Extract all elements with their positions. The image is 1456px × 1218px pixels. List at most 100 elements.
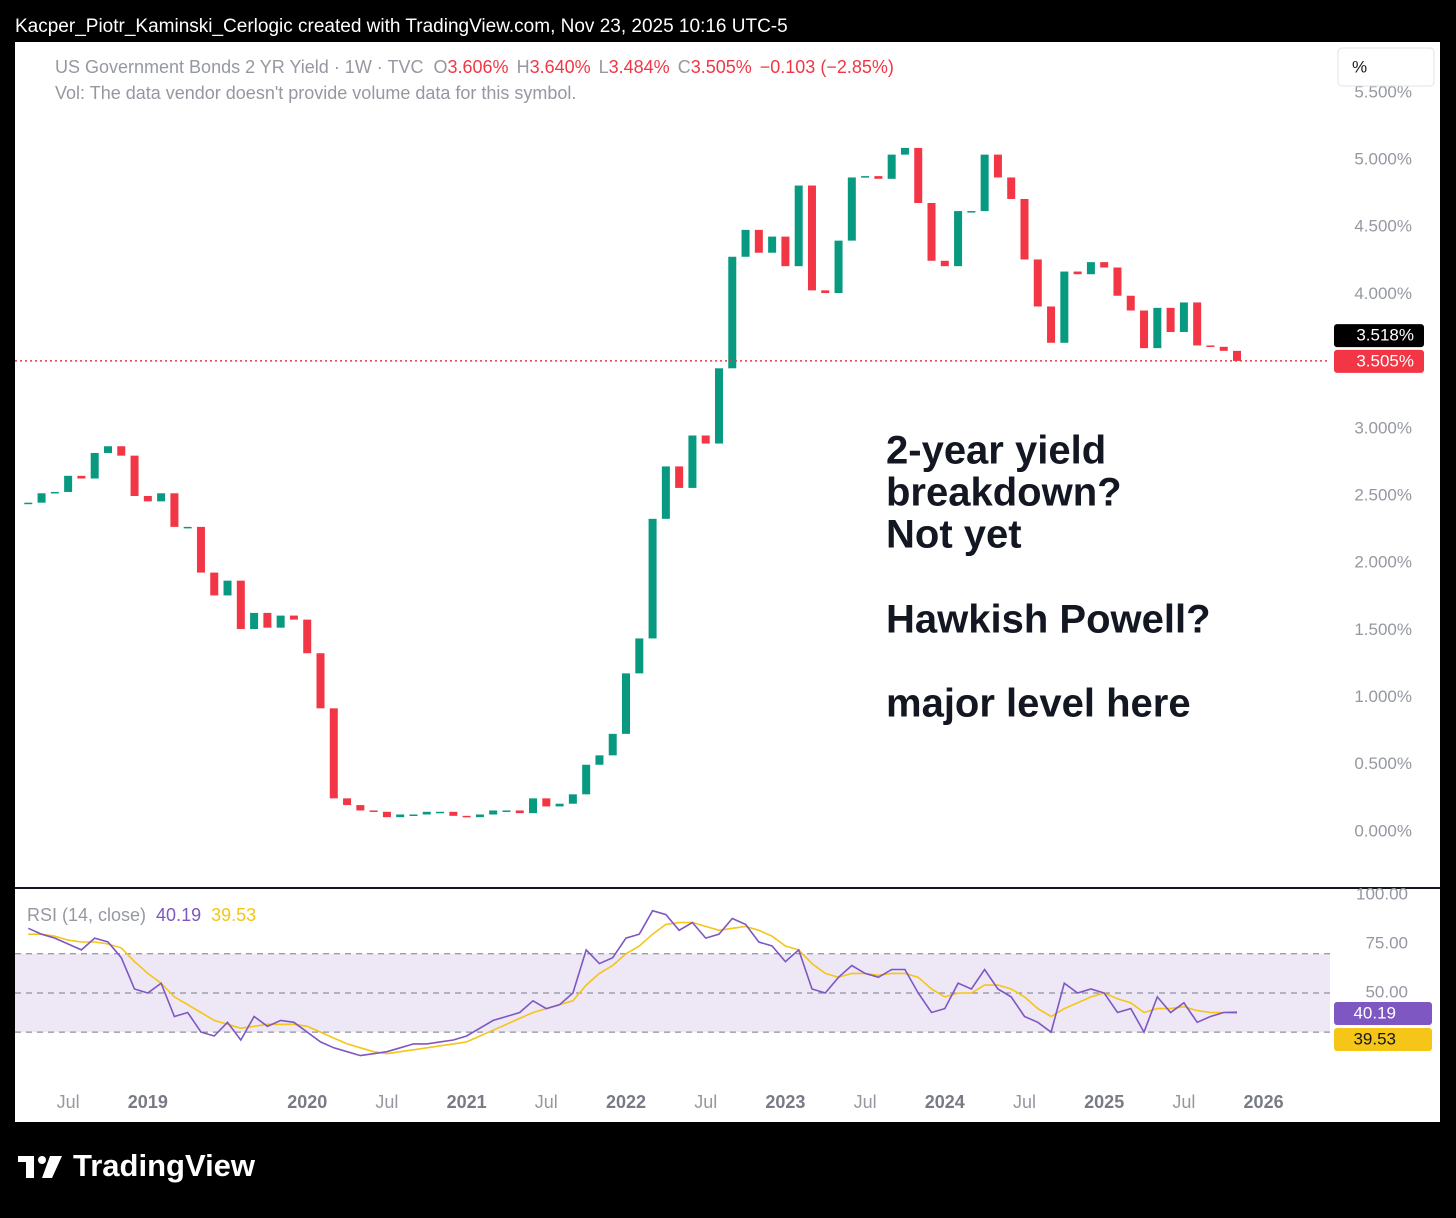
candle xyxy=(741,229,750,257)
candle xyxy=(781,236,790,267)
chart-subtitle: Vol: The data vendor doesn't provide vol… xyxy=(55,83,576,103)
annotation: Hawkish Powell? xyxy=(886,598,1211,642)
y-tick-label: 0.500% xyxy=(1354,754,1412,773)
x-tick-label: 2023 xyxy=(765,1092,805,1112)
unit-button[interactable] xyxy=(1337,47,1435,87)
y-tick-label: 4.500% xyxy=(1354,217,1412,236)
candle xyxy=(1153,307,1162,349)
x-tick-label: Jul xyxy=(375,1092,398,1112)
candle xyxy=(343,798,352,806)
y-tick-label: 3.000% xyxy=(1354,418,1412,437)
candle xyxy=(223,580,232,596)
candle xyxy=(1073,271,1082,275)
candle xyxy=(595,755,604,765)
candle xyxy=(542,798,551,807)
candle xyxy=(847,177,856,241)
candle xyxy=(582,764,591,795)
candle xyxy=(635,638,644,674)
candle xyxy=(661,466,670,519)
candle xyxy=(807,185,816,291)
candle xyxy=(77,475,86,479)
candle xyxy=(289,615,298,620)
candle xyxy=(356,805,365,811)
candle xyxy=(688,435,697,488)
x-tick-label: Jul xyxy=(854,1092,877,1112)
candle xyxy=(276,615,285,628)
candle xyxy=(1126,295,1135,311)
candle xyxy=(1233,350,1242,361)
x-tick-label: Jul xyxy=(1013,1092,1036,1112)
chart-title: US Government Bonds 2 YR Yield · 1W · TV… xyxy=(55,57,423,77)
annotation: major level here xyxy=(886,682,1191,726)
candle xyxy=(701,435,710,444)
candle xyxy=(103,446,112,453)
candle xyxy=(143,495,152,502)
candle xyxy=(196,526,205,573)
ohlc-key: L xyxy=(599,57,609,77)
logo-shape xyxy=(42,1156,62,1178)
candle xyxy=(821,290,830,294)
rsi-line xyxy=(27,909,1238,1057)
candle xyxy=(1020,198,1029,260)
candle xyxy=(130,455,139,496)
unit-button-label[interactable]: % xyxy=(1352,57,1367,76)
candle xyxy=(210,572,219,596)
rsi-legend: RSI (14, close) 40.19 39.53 xyxy=(27,905,256,925)
ohlc-key: C xyxy=(678,57,691,77)
candle xyxy=(993,154,1002,178)
candle xyxy=(409,814,418,816)
candle xyxy=(914,147,923,204)
ohlc-value: 3.505% xyxy=(691,57,752,77)
candle xyxy=(887,154,896,179)
candle xyxy=(250,612,259,630)
candle xyxy=(529,798,538,814)
brand: TradingView xyxy=(73,1148,256,1183)
chart-panel xyxy=(15,42,1440,1122)
rsi-value-label: 39.53 xyxy=(1353,1029,1396,1048)
candle xyxy=(967,211,976,213)
candle xyxy=(502,810,511,812)
marker-price-label: 3.518% xyxy=(1356,326,1414,345)
candle xyxy=(1060,271,1069,343)
x-tick-label: Jul xyxy=(535,1092,558,1112)
y-tick-label: 0.000% xyxy=(1354,821,1412,840)
rsi-value-box xyxy=(1334,1002,1432,1025)
candle xyxy=(1033,259,1042,307)
candle xyxy=(1140,310,1149,349)
candle xyxy=(608,733,617,756)
y-tick-label: 1.500% xyxy=(1354,620,1412,639)
rsi-tick-label: 75.00 xyxy=(1365,933,1408,952)
candle xyxy=(1193,302,1202,346)
ohlc-key: H xyxy=(517,57,530,77)
x-tick-label: 2026 xyxy=(1244,1092,1284,1112)
rsi-legend-value: 40.19 xyxy=(156,905,201,925)
x-tick-label: 2019 xyxy=(128,1092,168,1112)
annotation: breakdown? xyxy=(886,471,1122,515)
candle xyxy=(37,493,46,503)
candle xyxy=(728,256,737,369)
candle xyxy=(954,211,963,267)
annotation: Not yet xyxy=(886,513,1022,557)
candle xyxy=(436,811,445,814)
candle xyxy=(980,154,989,212)
candle xyxy=(24,502,33,505)
x-tick-label: 2024 xyxy=(925,1092,965,1112)
caption: Kacper_Piotr_Kaminski_Cerlogic created w… xyxy=(15,16,788,37)
candle xyxy=(170,493,179,527)
candle xyxy=(369,810,378,812)
candle xyxy=(754,229,763,253)
footer-logo: TradingView xyxy=(18,1148,256,1183)
marker-price-box xyxy=(1334,324,1424,348)
ohlc-key: O xyxy=(433,57,447,77)
x-tick-label: Jul xyxy=(1172,1092,1195,1112)
rsi-title: RSI (14, close) xyxy=(27,905,146,925)
x-tick-label: 2020 xyxy=(287,1092,327,1112)
candle xyxy=(64,475,73,492)
candle xyxy=(462,815,471,818)
candle xyxy=(861,176,870,178)
candle xyxy=(768,236,777,253)
y-tick-label: 5.500% xyxy=(1354,82,1412,101)
candle xyxy=(622,673,631,734)
rsi-legend-value: 39.53 xyxy=(211,905,256,925)
ohlc-value: 3.484% xyxy=(609,57,670,77)
